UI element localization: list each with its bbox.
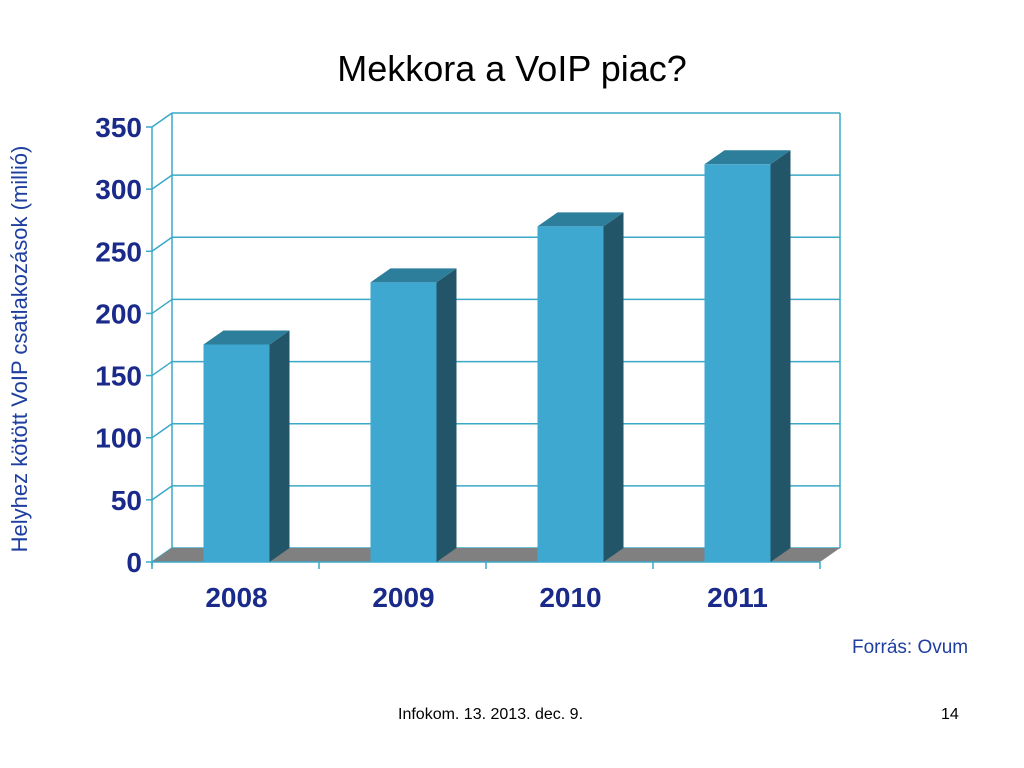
bar-front (537, 226, 604, 562)
bar-front (704, 164, 771, 563)
bar-top (537, 212, 624, 227)
x-axis-categories: 2008 2009 2010 2011 (205, 582, 768, 613)
y-tick-label: 150 (95, 361, 142, 392)
y-tick-label: 50 (111, 485, 142, 516)
bar-side (269, 330, 290, 562)
chart-bars (203, 150, 791, 563)
bar-2011 (704, 150, 791, 563)
bar-top (704, 150, 791, 165)
gridline-side (151, 174, 173, 190)
gridline-side (151, 485, 173, 501)
gridline-side (151, 423, 173, 439)
footer-text: Infokom. 13. 2013. dec. 9. (398, 706, 584, 723)
bar-2008 (203, 330, 290, 562)
x-category-label: 2010 (539, 582, 601, 613)
bar-top (370, 268, 457, 283)
page-number: 14 (941, 706, 959, 723)
bar-front (370, 282, 437, 562)
slide-title: Mekkora a VoIP piac? (337, 48, 687, 89)
y-axis-ticks: 0 50 100 150 200 250 300 350 (95, 112, 142, 578)
y-tick-label: 250 (95, 236, 142, 267)
gridline-side (151, 298, 173, 315)
y-tick-label: 300 (95, 174, 142, 205)
y-tick-label: 100 (95, 423, 142, 454)
bar-top (203, 330, 290, 345)
gridline-side (151, 360, 173, 377)
chart-floor-plane (152, 548, 840, 562)
x-category-label: 2011 (707, 582, 768, 613)
y-tick-label: 0 (126, 547, 142, 578)
y-tick-label: 200 (95, 298, 142, 329)
x-category-label: 2008 (205, 582, 267, 613)
y-axis-title: Helyhez kötött VoIP csatlakozások (milli… (7, 146, 32, 553)
bar-side (436, 268, 457, 562)
bar-side (603, 212, 624, 562)
gridline-side (151, 112, 173, 128)
bar-2009 (370, 268, 457, 562)
bar-2010 (537, 212, 624, 562)
y-tick-label: 350 (95, 112, 142, 143)
x-category-label: 2009 (372, 582, 434, 613)
bar-chart: 0 50 100 150 200 250 300 350 2008 2009 2010 2011 H… (7, 112, 841, 613)
gridline-side (151, 236, 173, 252)
bar-front (203, 344, 270, 562)
source-note: Forrás: Ovum (852, 637, 969, 658)
bar-side (770, 150, 791, 563)
